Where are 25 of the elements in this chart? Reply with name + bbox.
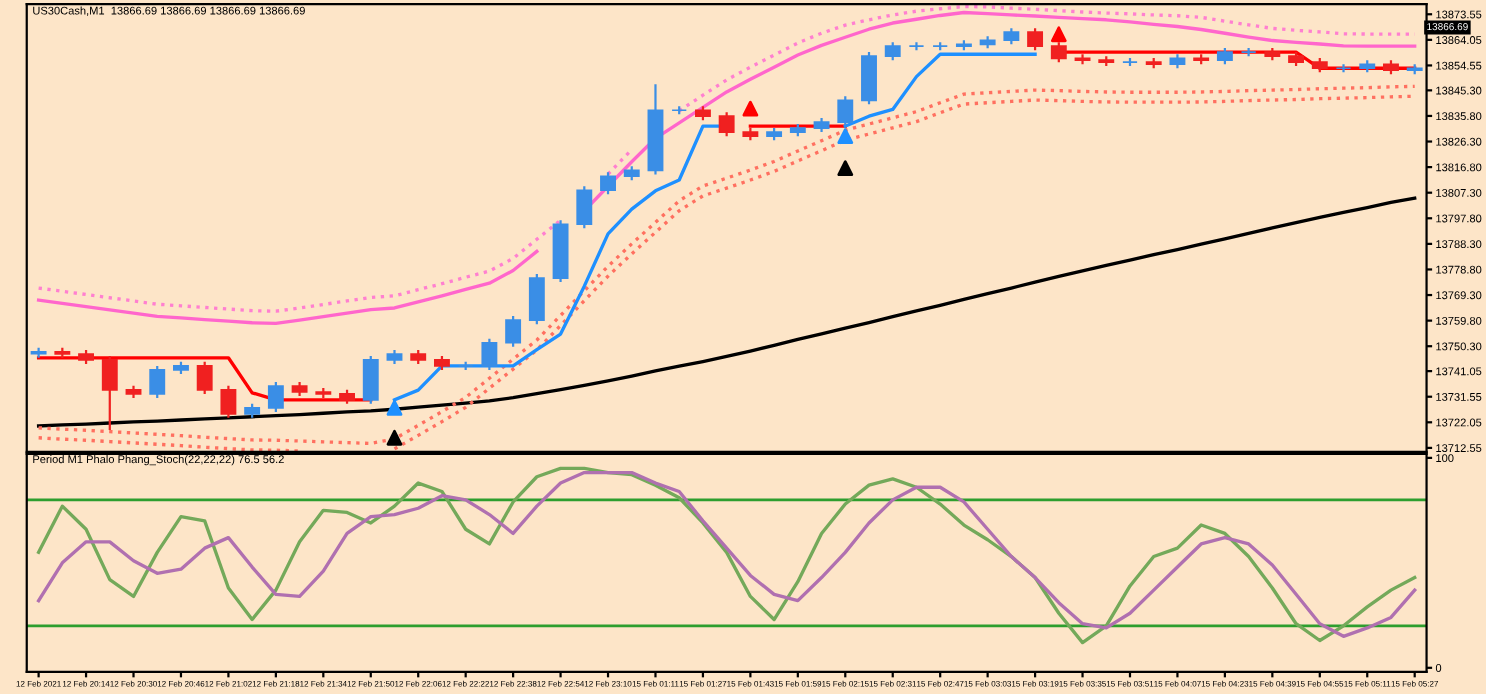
candlestick bbox=[528, 272, 545, 326]
candlestick bbox=[481, 337, 498, 372]
line-series bbox=[36, 196, 1417, 428]
candlestick bbox=[220, 384, 237, 419]
candlestick bbox=[196, 360, 213, 395]
candlestick bbox=[600, 171, 616, 196]
candlestick bbox=[861, 51, 877, 106]
point bbox=[1050, 26, 1067, 43]
candlestick bbox=[101, 354, 118, 432]
point bbox=[837, 128, 854, 145]
candlestick bbox=[1027, 27, 1044, 52]
candlestick bbox=[884, 41, 901, 62]
candlestick bbox=[149, 364, 166, 400]
candlestick bbox=[1335, 63, 1352, 74]
candlestick bbox=[576, 185, 593, 230]
point bbox=[386, 429, 403, 446]
candlestick bbox=[718, 111, 735, 138]
candlestick bbox=[908, 41, 925, 52]
candlestick bbox=[837, 95, 854, 128]
candlestick bbox=[505, 314, 522, 348]
point bbox=[837, 160, 854, 177]
candlestick bbox=[267, 380, 284, 414]
candlestick bbox=[362, 354, 379, 405]
point bbox=[742, 100, 759, 117]
point bbox=[386, 399, 403, 416]
